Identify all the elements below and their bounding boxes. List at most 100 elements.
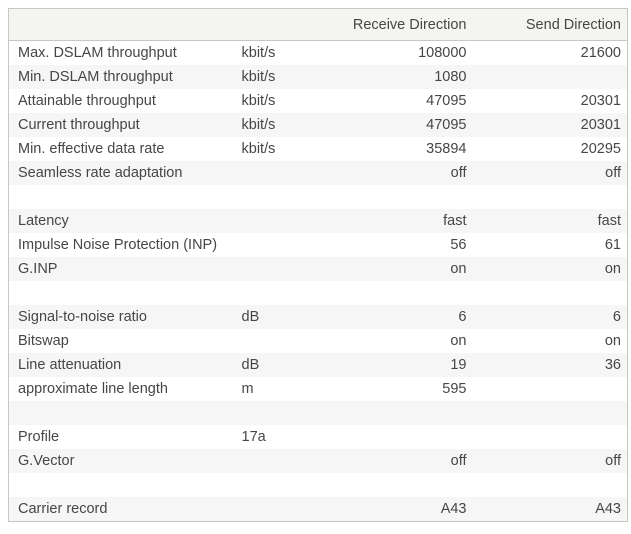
row-send-value: 20301	[580, 93, 621, 109]
row-label: Impulse Noise Protection (INP)	[18, 237, 218, 253]
row-unit: kbit/s	[241, 93, 276, 109]
row-label: Profile	[18, 429, 60, 445]
row-label: Latency	[18, 213, 69, 229]
table-row: Carrier record A43 A43	[8, 497, 628, 522]
row-send-value	[467, 65, 628, 89]
table-header-row: Receive Direction Send Direction	[8, 8, 628, 41]
row-receive-value: off	[450, 165, 467, 181]
row-receive-value	[307, 473, 467, 497]
dsl-information-panel: Receive Direction Send Direction Max. DS…	[8, 8, 628, 522]
row-unit	[242, 401, 307, 425]
row-send-value: 21600	[580, 45, 621, 61]
row-label	[9, 401, 242, 425]
row-label: Min. DSLAM throughput	[18, 69, 173, 85]
row-receive-value: 47095	[426, 117, 467, 133]
row-send-value: 20301	[580, 117, 621, 133]
header-send-direction: Send Direction	[466, 8, 628, 41]
row-send-value	[467, 377, 628, 401]
row-label: Attainable throughput	[18, 93, 156, 109]
row-unit	[242, 473, 307, 497]
row-receive-value: A43	[440, 501, 467, 517]
row-receive-value: 47095	[426, 93, 467, 109]
row-unit: 17a	[241, 429, 266, 445]
row-receive-value	[307, 185, 467, 209]
row-unit: kbit/s	[241, 45, 276, 61]
row-unit	[242, 257, 307, 281]
table-row: G.INP on on	[8, 257, 628, 281]
row-unit	[242, 161, 307, 185]
row-label: Seamless rate adaptation	[18, 165, 183, 181]
row-receive-value: fast	[443, 213, 467, 229]
row-label: G.INP	[18, 261, 58, 277]
table-row: Signal-to-noise ratio dB 6 6	[8, 305, 628, 329]
row-label: Signal-to-noise ratio	[18, 309, 147, 325]
table-body: Max. DSLAM throughput kbit/s 108000 21600 Mi…	[8, 41, 628, 522]
row-send-value: 61	[604, 237, 621, 253]
row-unit	[242, 449, 307, 473]
row-send-value	[467, 401, 628, 425]
row-send-value: 36	[604, 357, 621, 373]
row-send-value	[467, 425, 628, 449]
row-receive-value: 35894	[426, 141, 467, 157]
row-send-value: A43	[595, 501, 621, 517]
row-unit: kbit/s	[241, 141, 276, 157]
header-receive-direction: Receive Direction	[306, 8, 467, 41]
row-receive-value: on	[450, 261, 467, 277]
row-label: Bitswap	[18, 333, 69, 349]
row-unit: dB	[241, 309, 260, 325]
dsl-line-statistics-table: Receive Direction Send Direction Max. DS…	[8, 8, 628, 522]
table-row: Attainable throughput kbit/s 47095 20301	[9, 89, 628, 113]
table-row: Profile 17a	[9, 425, 628, 449]
row-send-value	[467, 281, 628, 305]
row-receive-value: on	[450, 333, 467, 349]
table-row: Min. DSLAM throughput kbit/s 1080	[8, 65, 628, 89]
table-row: Min. effective data rate kbit/s 35894 20295	[9, 137, 628, 161]
row-label: G.Vector	[18, 453, 75, 469]
row-label	[9, 473, 242, 497]
row-receive-value	[307, 425, 467, 449]
row-unit	[242, 185, 307, 209]
row-unit: kbit/s	[241, 69, 276, 85]
row-label: approximate line length	[18, 381, 168, 397]
row-unit	[242, 209, 307, 233]
row-send-value: off	[605, 165, 621, 181]
table-spacer-row	[8, 401, 628, 425]
row-receive-value: 19	[450, 357, 467, 373]
table-row: Current throughput kbit/s 47095 20301	[8, 113, 628, 137]
row-receive-value	[307, 401, 467, 425]
table-row: Line attenuation dB 19 36	[8, 353, 628, 377]
row-label	[9, 185, 242, 209]
table-spacer-row	[9, 185, 628, 209]
header-unit-column	[241, 8, 307, 41]
row-label: Line attenuation	[18, 357, 122, 373]
row-unit	[242, 281, 307, 305]
row-send-value	[467, 185, 628, 209]
row-unit: kbit/s	[241, 117, 276, 133]
row-label: Max. DSLAM throughput	[18, 45, 177, 61]
row-send-value: fast	[597, 213, 621, 229]
row-label	[9, 281, 242, 305]
table-row: Seamless rate adaptation off off	[8, 161, 628, 185]
row-send-value	[467, 473, 628, 497]
row-send-value: on	[604, 333, 621, 349]
row-receive-value: 595	[442, 381, 467, 397]
row-label: Current throughput	[18, 117, 140, 133]
row-unit	[242, 329, 307, 353]
row-label: Min. effective data rate	[18, 141, 165, 157]
row-unit	[242, 497, 307, 522]
row-receive-value: 108000	[418, 45, 467, 61]
row-send-value: 6	[612, 309, 621, 325]
table-row: approximate line length m 595	[9, 377, 628, 401]
row-receive-value: off	[450, 453, 467, 469]
table-row: Max. DSLAM throughput kbit/s 108000 21600	[9, 41, 628, 66]
row-receive-value	[307, 281, 467, 305]
row-receive-value: 56	[450, 237, 467, 253]
table-row: Latency fast fast	[8, 209, 628, 233]
header-parameter-column	[8, 8, 242, 41]
table-spacer-row	[9, 281, 628, 305]
table-row: Impulse Noise Protection (INP) 56 61	[9, 233, 628, 257]
table-row: G.Vector off off	[8, 449, 628, 473]
row-send-value: on	[604, 261, 621, 277]
row-unit: dB	[241, 357, 260, 373]
table-row: Bitswap on on	[9, 329, 628, 353]
